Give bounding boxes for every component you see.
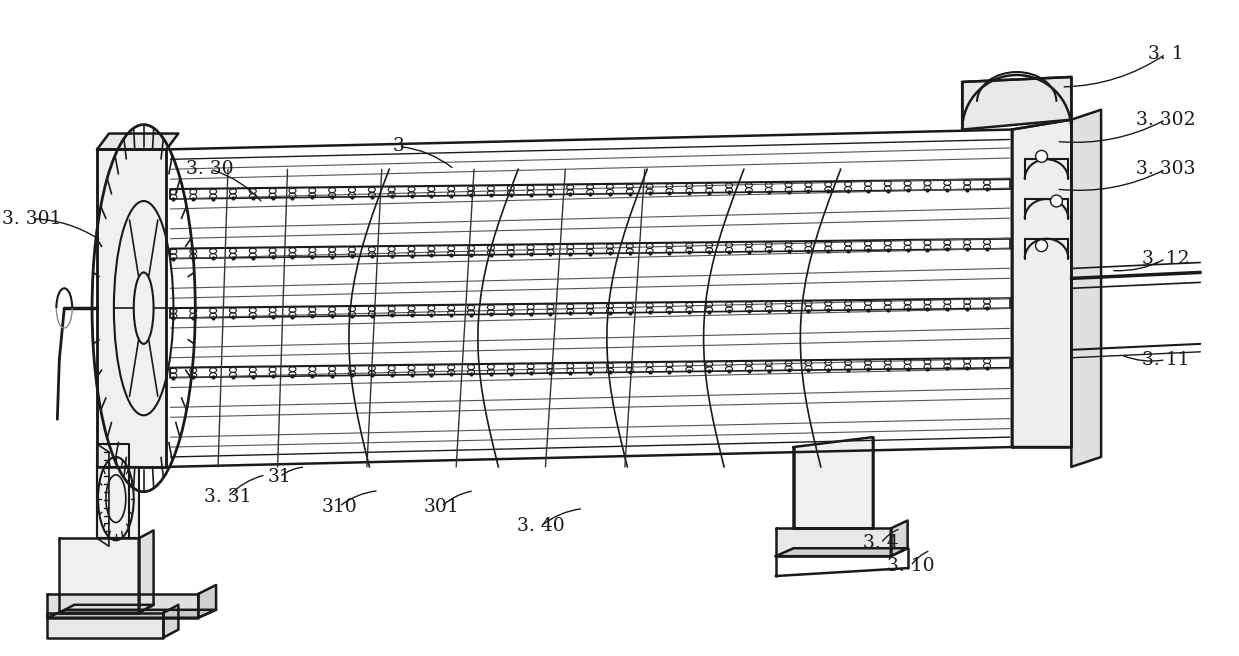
Text: 310: 310	[321, 498, 357, 516]
Ellipse shape	[1051, 195, 1062, 207]
Polygon shape	[97, 444, 109, 546]
Polygon shape	[59, 605, 154, 613]
Ellipse shape	[1036, 239, 1047, 252]
Text: 3. 31: 3. 31	[204, 487, 252, 506]
Polygon shape	[97, 134, 178, 150]
Polygon shape	[793, 437, 873, 529]
Polygon shape	[47, 610, 216, 618]
Polygon shape	[47, 613, 164, 638]
Polygon shape	[97, 467, 139, 539]
Polygon shape	[198, 585, 216, 618]
Text: 3. 10: 3. 10	[887, 557, 934, 575]
Polygon shape	[97, 444, 129, 539]
Polygon shape	[1072, 110, 1101, 467]
Text: 3. 1: 3. 1	[1147, 45, 1183, 63]
Polygon shape	[139, 531, 154, 613]
Ellipse shape	[1036, 150, 1047, 162]
Polygon shape	[1012, 119, 1072, 447]
Text: 301: 301	[424, 498, 460, 516]
Text: 3. 40: 3. 40	[517, 518, 565, 535]
Polygon shape	[97, 150, 166, 467]
Polygon shape	[776, 548, 908, 556]
Text: 3. 302: 3. 302	[1136, 111, 1196, 129]
Polygon shape	[891, 520, 908, 556]
Polygon shape	[776, 529, 891, 556]
Polygon shape	[963, 77, 1072, 130]
Text: 3. 303: 3. 303	[1136, 160, 1196, 178]
Polygon shape	[59, 539, 139, 613]
Polygon shape	[164, 605, 178, 638]
Text: 3. 301: 3. 301	[1, 210, 61, 228]
Polygon shape	[47, 594, 198, 618]
Text: 3. 11: 3. 11	[1142, 351, 1189, 369]
Text: 3: 3	[393, 138, 405, 155]
Text: 31: 31	[268, 468, 291, 486]
Text: 3. 12: 3. 12	[1142, 249, 1189, 268]
Text: 3. 30: 3. 30	[186, 160, 234, 178]
Text: 3. 4: 3. 4	[862, 534, 898, 552]
